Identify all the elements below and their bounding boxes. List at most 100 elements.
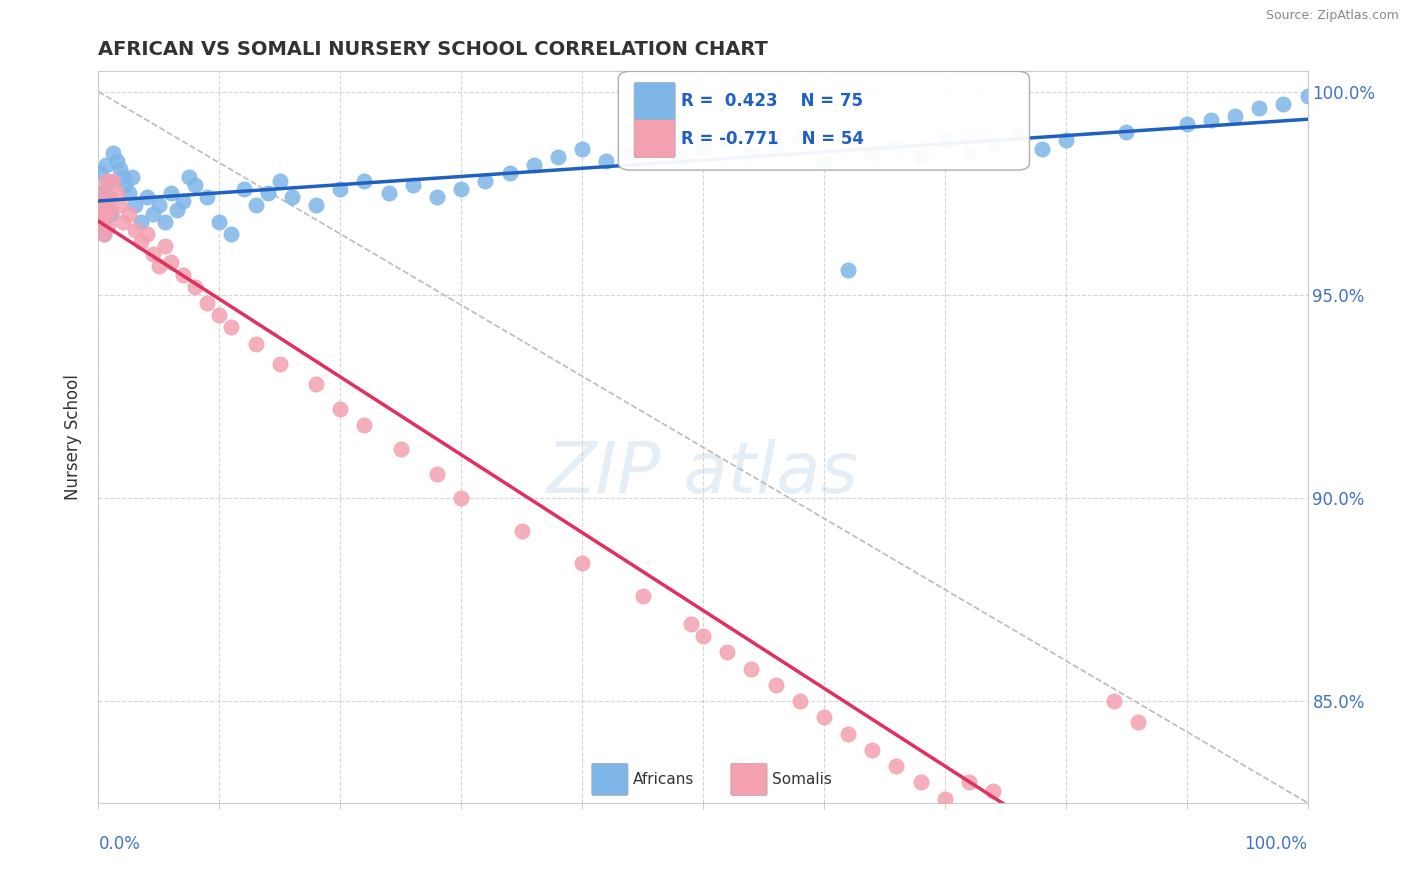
FancyBboxPatch shape [731,764,768,796]
Point [1296,88,1319,103]
Point [105,186,128,201]
Point [97,219,120,233]
FancyBboxPatch shape [619,71,1029,170]
Point [93,227,115,241]
Point [160,255,183,269]
Point [101,145,124,160]
Point [245,198,267,212]
Point [94,158,117,172]
Point [498,166,520,180]
Point [195,296,218,310]
Point [450,182,472,196]
Point [121,169,143,184]
Point [631,589,654,603]
Point [668,150,690,164]
Point [91,215,114,229]
Point [108,161,131,176]
Point [184,279,207,293]
Point [644,137,666,152]
Point [1223,109,1246,123]
Point [91,215,114,229]
Text: R = -0.771    N = 54: R = -0.771 N = 54 [682,129,865,148]
Point [124,198,146,212]
Point [1007,129,1029,144]
Point [619,145,641,160]
Point [957,775,980,789]
Point [269,357,291,371]
Point [135,190,157,204]
Point [329,401,352,416]
Point [108,198,131,212]
Y-axis label: Nursery School: Nursery School [65,374,83,500]
Point [90,186,112,201]
Point [389,442,412,457]
Point [100,206,122,220]
Point [269,174,291,188]
Point [98,190,121,204]
Point [837,727,859,741]
Point [1031,142,1053,156]
Point [547,150,569,164]
Point [692,629,714,643]
Point [595,153,617,168]
Point [1175,117,1198,131]
Text: Somalis: Somalis [772,772,832,787]
Text: R =  0.423    N = 75: R = 0.423 N = 75 [682,93,863,111]
Point [160,186,183,201]
Point [96,202,118,217]
Point [100,202,122,217]
Point [153,239,176,253]
Point [426,190,449,204]
Point [910,150,932,164]
Point [111,215,134,229]
Point [142,206,165,220]
Point [353,174,375,188]
Point [111,169,134,184]
Point [765,137,787,152]
Point [813,153,835,168]
Point [90,202,112,217]
Point [353,417,375,432]
Text: 0.0%: 0.0% [98,835,141,854]
Point [510,524,533,538]
Point [94,174,117,188]
Point [232,182,254,196]
Point [114,178,136,193]
Point [172,268,194,282]
FancyBboxPatch shape [592,764,628,796]
FancyBboxPatch shape [634,120,675,158]
Point [142,247,165,261]
Point [765,678,787,692]
Point [860,145,883,160]
Point [571,142,593,156]
Point [813,710,835,724]
Point [172,194,194,209]
Point [281,190,304,204]
Point [118,206,141,220]
Text: 100.0%: 100.0% [1244,835,1308,854]
Point [1272,96,1295,111]
Point [981,137,1004,152]
Point [118,186,141,201]
Point [208,308,231,322]
Point [91,198,114,212]
Point [679,617,702,632]
Point [195,190,218,204]
Point [789,694,811,708]
Point [1102,694,1125,708]
Point [716,645,738,659]
Point [221,227,243,241]
Point [245,336,267,351]
Text: Africans: Africans [633,772,695,787]
Point [886,137,908,152]
Point [377,186,399,201]
Point [789,129,811,144]
Point [256,186,278,201]
Point [1054,133,1077,147]
Point [221,320,243,334]
Point [135,227,157,241]
Point [692,142,714,156]
Point [148,198,170,212]
FancyBboxPatch shape [634,82,675,120]
Point [129,215,152,229]
